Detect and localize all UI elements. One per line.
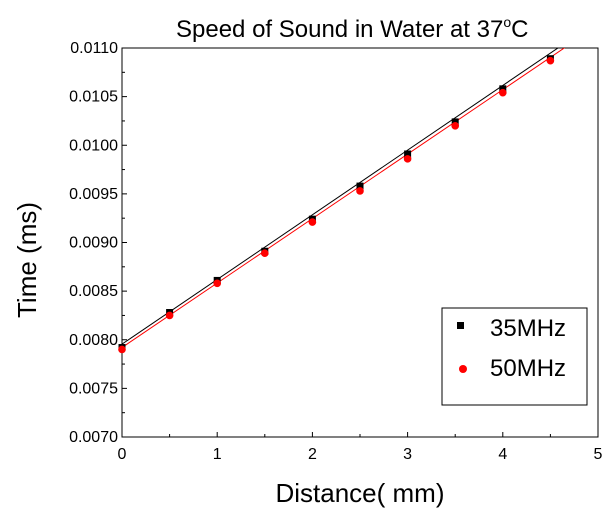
chart-title-main: Speed of Sound in Water at 37 [176,16,503,43]
legend-marker-35mhz [457,322,464,329]
data-point-50mhz [451,122,460,130]
y-tick-label: 0.0105 [69,89,118,106]
fit-line-35mhz [122,48,559,345]
data-point-35mhz [451,118,459,126]
legend: 35MHz 50MHz [441,307,588,406]
y-tick-label: 0.0100 [69,137,118,154]
data-point-50mhz [499,88,507,97]
data-point-35mhz [404,150,412,158]
y-axis-title: Time (ms) [12,202,42,318]
y-tick-label: 0.0110 [70,40,118,57]
chart-title-unit: C [511,16,528,43]
legend-marker-50mhz [459,365,467,373]
y-tick-label: 0.0080 [69,332,118,349]
data-point-50mhz [213,279,221,288]
data-point-50mhz [356,187,364,195]
data-point-50mhz [165,311,174,320]
data-point-50mhz [546,56,555,65]
y-tick-label: 0.0095 [69,186,118,203]
y-axis-ticks: 0.0070 0.0075 0.0080 0.0085 0.0090 0.0095 0.01… [69,40,127,446]
chart-title-degree: o [503,14,511,30]
data-point-50mhz [308,218,317,226]
x-axis-ticks: 0 1 2 3 4 5 [118,432,603,463]
chart-title: Speed of Sound in Water at 37oC [176,14,528,43]
legend-box [441,307,588,406]
x-tick-label: 4 [498,446,507,463]
x-tick-label: 2 [308,446,317,463]
data-point-50mhz [118,345,126,354]
x-tick-label: 3 [403,446,412,463]
x-tick-label: 0 [118,446,127,463]
legend-label-35mhz: 35MHz [490,315,566,342]
data-point-35mhz [499,85,507,93]
legend-label-50mhz: 50MHz [490,355,566,382]
y-tick-label: 0.0075 [69,380,118,397]
x-tick-label: 1 [213,446,222,463]
x-tick-label: 5 [594,446,603,463]
data-point-50mhz [261,249,269,257]
data-markers [118,55,555,354]
y-tick-label: 0.0070 [69,429,118,446]
x-axis-title: Distance( mm) [275,478,444,508]
data-point-35mhz [356,182,364,190]
y-tick-label: 0.0090 [69,235,118,252]
y-tick-label: 0.0085 [69,283,118,300]
data-point-50mhz [403,155,412,163]
